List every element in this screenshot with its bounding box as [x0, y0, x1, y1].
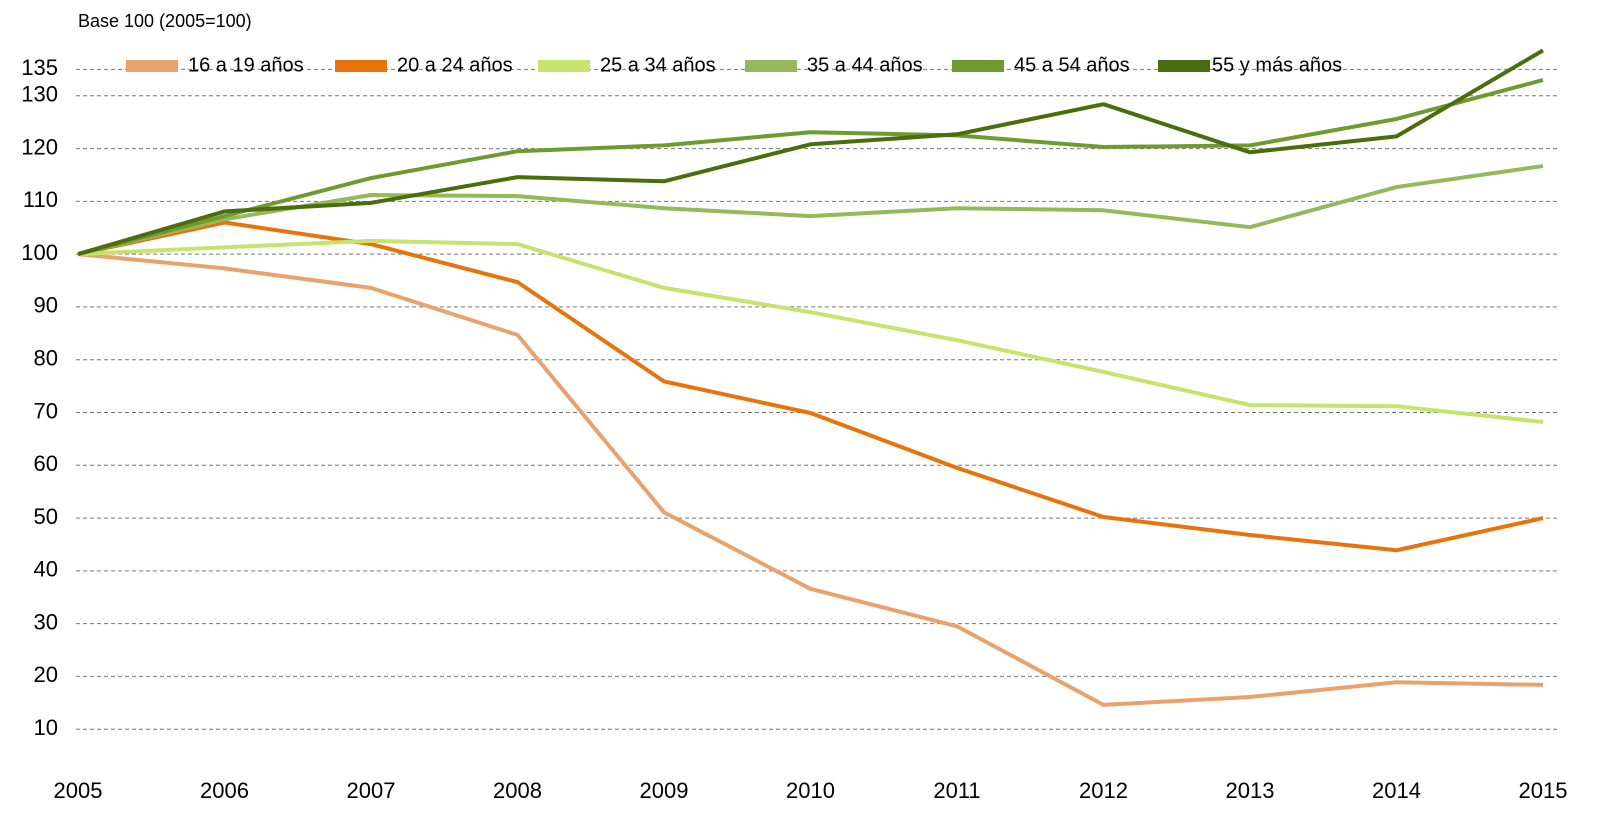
- y-tick-label: 90: [34, 293, 58, 318]
- legend-label: 55 y más años: [1212, 54, 1342, 76]
- legend-label: 16 a 19 años: [188, 54, 304, 76]
- x-tick-label: 2013: [1226, 778, 1275, 803]
- chart-title: Base 100 (2005=100): [78, 11, 252, 31]
- y-tick-label: 100: [21, 240, 58, 265]
- y-tick-label: 135: [21, 55, 58, 80]
- legend-swatch: [538, 60, 590, 72]
- legend-swatch: [745, 60, 797, 72]
- x-tick-label: 2015: [1519, 778, 1568, 803]
- y-tick-label: 20: [34, 662, 58, 687]
- line-series: [77, 48, 1545, 257]
- legend-swatch: [1158, 60, 1210, 72]
- legend-swatch: [952, 60, 1004, 72]
- x-tick-label: 2014: [1372, 778, 1421, 803]
- legend-swatch: [335, 60, 387, 72]
- legend-label: 25 a 34 años: [600, 54, 716, 76]
- y-tick-label: 30: [34, 609, 58, 634]
- y-tick-label: 40: [34, 557, 58, 582]
- legend-swatch: [126, 60, 178, 72]
- y-tick-label: 50: [34, 504, 58, 529]
- y-tick-label: 110: [23, 187, 58, 212]
- x-tick-label: 2005: [54, 778, 103, 803]
- y-tick-label: 130: [21, 82, 58, 107]
- y-tick-label: 70: [34, 398, 58, 423]
- y-tick-label: 120: [21, 134, 58, 159]
- y-tick-label: 80: [34, 346, 58, 371]
- x-tick-label: 2010: [786, 778, 835, 803]
- x-tick-label: 2009: [640, 778, 689, 803]
- line-series: [77, 238, 1544, 424]
- legend-label: 20 a 24 años: [397, 54, 513, 76]
- line-series: [77, 252, 1544, 707]
- x-tick-label: 2012: [1079, 778, 1128, 803]
- x-tick-label: 2007: [347, 778, 396, 803]
- y-tick-label: 60: [34, 451, 58, 476]
- x-tick-label: 2006: [200, 778, 249, 803]
- legend-label: 45 a 54 años: [1014, 54, 1130, 76]
- legend-label: 35 a 44 años: [807, 54, 923, 76]
- y-tick-label: 10: [34, 715, 58, 740]
- x-tick-label: 2011: [933, 778, 980, 803]
- line-series: [77, 78, 1544, 257]
- line-series: [77, 220, 1544, 553]
- x-tick-label: 2008: [493, 778, 542, 803]
- line-series: [77, 164, 1544, 257]
